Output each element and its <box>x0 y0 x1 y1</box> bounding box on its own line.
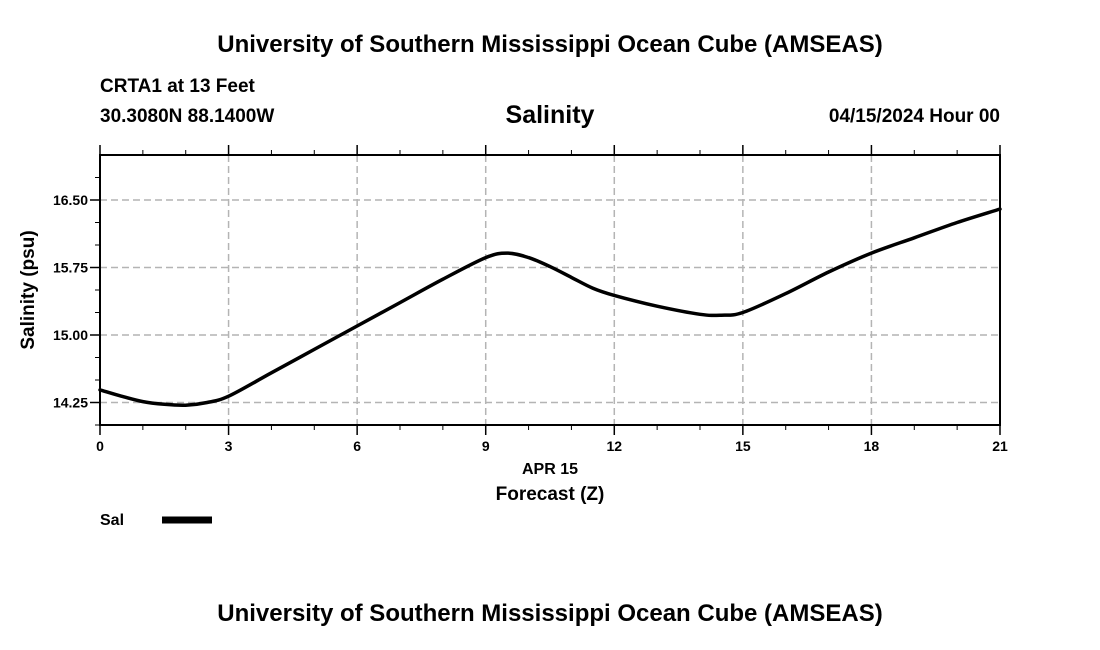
plot-frame <box>99 154 1001 426</box>
series-line-sal <box>98 207 1002 408</box>
station-label: CRTA1 at 13 Feet <box>100 76 255 97</box>
grid-layer <box>100 155 1000 425</box>
tick-layer <box>90 145 1001 435</box>
x-tick-label: 9 <box>482 438 490 454</box>
legend: Sal <box>100 512 212 529</box>
x-tick-label: 6 <box>353 438 361 454</box>
data-layer <box>98 207 1002 408</box>
y-axis-title: Salinity (psu) <box>18 230 39 349</box>
x-tick-label: 15 <box>735 438 751 454</box>
x-axis-title: Forecast (Z) <box>496 484 605 505</box>
x-tick-label: 18 <box>864 438 880 454</box>
y-tick-label: 14.25 <box>53 395 88 411</box>
forecast-datetime: 04/15/2024 Hour 00 <box>828 106 1000 127</box>
y-tick-label: 16.50 <box>53 192 88 208</box>
date-label: APR 15 <box>522 461 578 478</box>
y-tick-label: 15.00 <box>53 327 88 343</box>
chart-title: University of Southern Mississippi Ocean… <box>217 31 883 58</box>
chart-subtitle: Salinity <box>505 101 595 129</box>
legend-label: Sal <box>100 512 124 529</box>
x-tick-label: 0 <box>96 438 104 454</box>
footer-title: University of Southern Mississippi Ocean… <box>217 600 883 627</box>
x-tick-label: 12 <box>606 438 622 454</box>
coordinates-label: 30.3080N 88.1400W <box>100 106 275 127</box>
x-tick-label: 3 <box>225 438 233 454</box>
label-layer: 0 3 6 9 12 15 18 21 14.25 15.00 15.75 16.50 <box>53 192 1008 454</box>
y-tick-label: 15.75 <box>53 260 88 276</box>
x-tick-label: 21 <box>992 438 1008 454</box>
